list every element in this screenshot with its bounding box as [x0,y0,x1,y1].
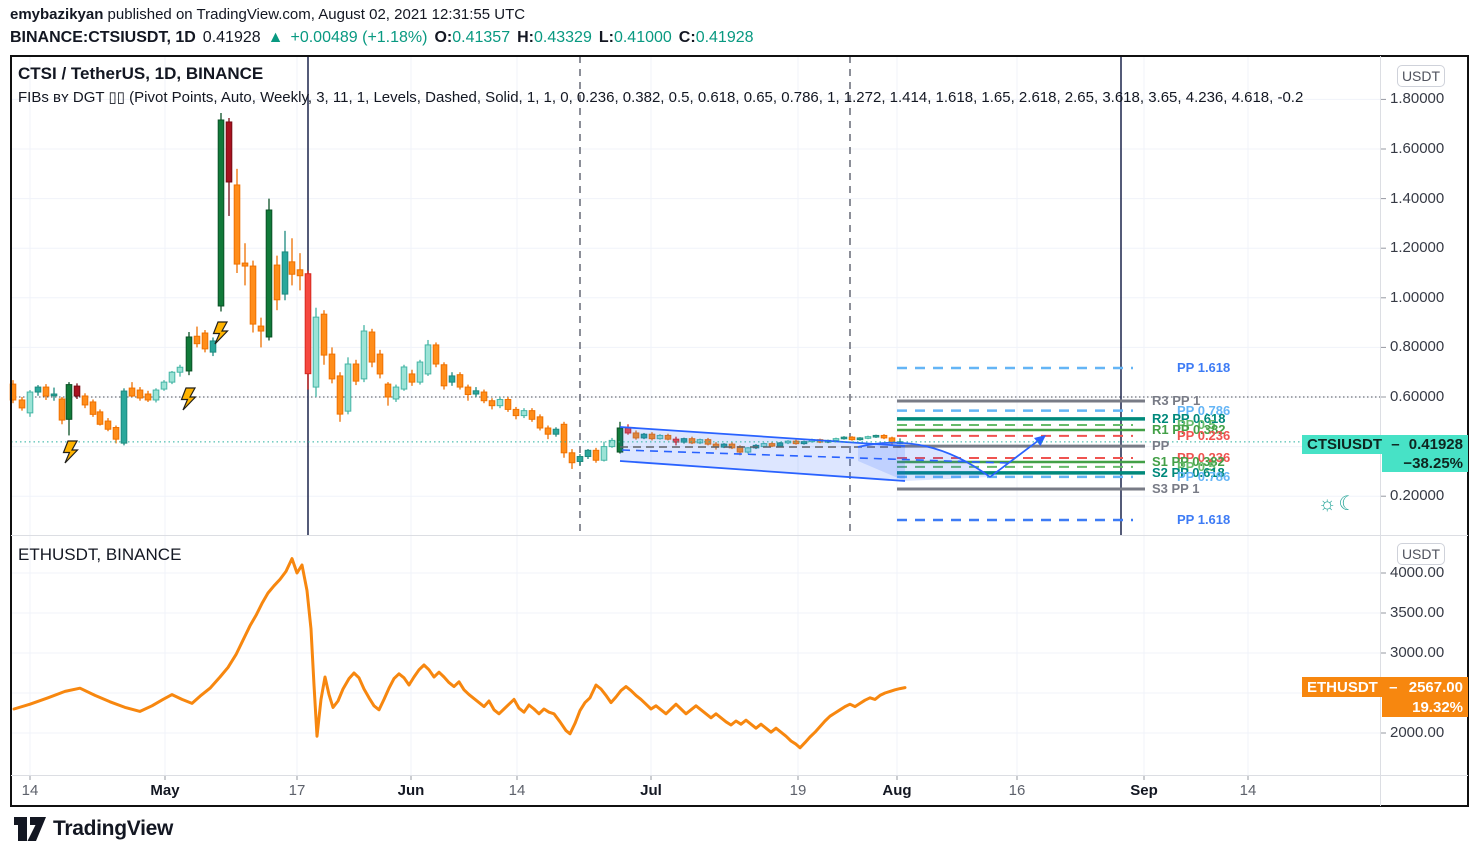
published-text: published on TradingView.com, August 02,… [103,6,526,23]
ethusdt-price-badge: ETHUSDT – 2567.00 [1302,677,1468,697]
eth-badge-value: 2567.00 [1408,678,1463,696]
ctsi-badge-change: −38.25% [1403,454,1463,472]
up-arrow-icon: ▲ [267,29,284,46]
ethusdt-change-badge: 19.32% [1382,697,1468,717]
symbol-status-line: BINANCE:CTSIUSDT, 1D 0.41928 ▲ +0.00489 … [10,29,754,47]
ctsi-badge-dash: – [1391,436,1400,453]
sun-moon-icon: ☼☾ [1318,493,1359,515]
chart-frame[interactable] [10,55,1469,807]
eth-badge-change: 19.32% [1412,698,1463,716]
eth-axis-unit-badge: USDT [1397,543,1445,565]
main-axis-unit-badge: USDT [1397,65,1445,87]
open-value: O:0.41357 [434,29,511,46]
price-change: +0.00489 (+1.18%) [290,29,428,46]
ctsi-badge-symbol: CTSIUSDT [1307,436,1382,453]
time-axis-divider [11,775,1468,776]
last-price: 0.41928 [202,29,261,46]
eth-pane-title: ETHUSDT, BINANCE [18,545,182,564]
tradingview-logo[interactable]: TradingView [14,816,173,842]
eth-badge-symbol: ETHUSDT [1307,678,1378,696]
eth-badge-dash: – [1389,678,1398,696]
high-value: H:0.43329 [517,29,592,46]
published-line: emybazikyan published on TradingView.com… [10,6,525,23]
indicator-legend[interactable]: FIBs ʙʏ DGT ▯▯ (Pivot Points, Auto, Week… [18,89,1304,106]
close-value: C:0.41928 [678,29,754,46]
main-pane-title: CTSI / TetherUS, 1D, BINANCE [18,64,264,83]
price-axis-divider [1380,56,1381,806]
author-name: emybazikyan [10,6,104,23]
symbol-label: BINANCE:CTSIUSDT, 1D [10,29,196,46]
low-value: L:0.41000 [598,29,672,46]
ctsi-badge-value: 0.41928 [1408,436,1463,453]
ctsiusdt-change-badge: −38.25% [1382,454,1468,472]
tradingview-wordmark: TradingView [53,817,174,840]
tradingview-mark-icon [14,817,46,841]
ctsiusdt-price-badge: CTSIUSDT – 0.41928 [1302,435,1468,454]
pane-divider[interactable] [11,535,1468,536]
